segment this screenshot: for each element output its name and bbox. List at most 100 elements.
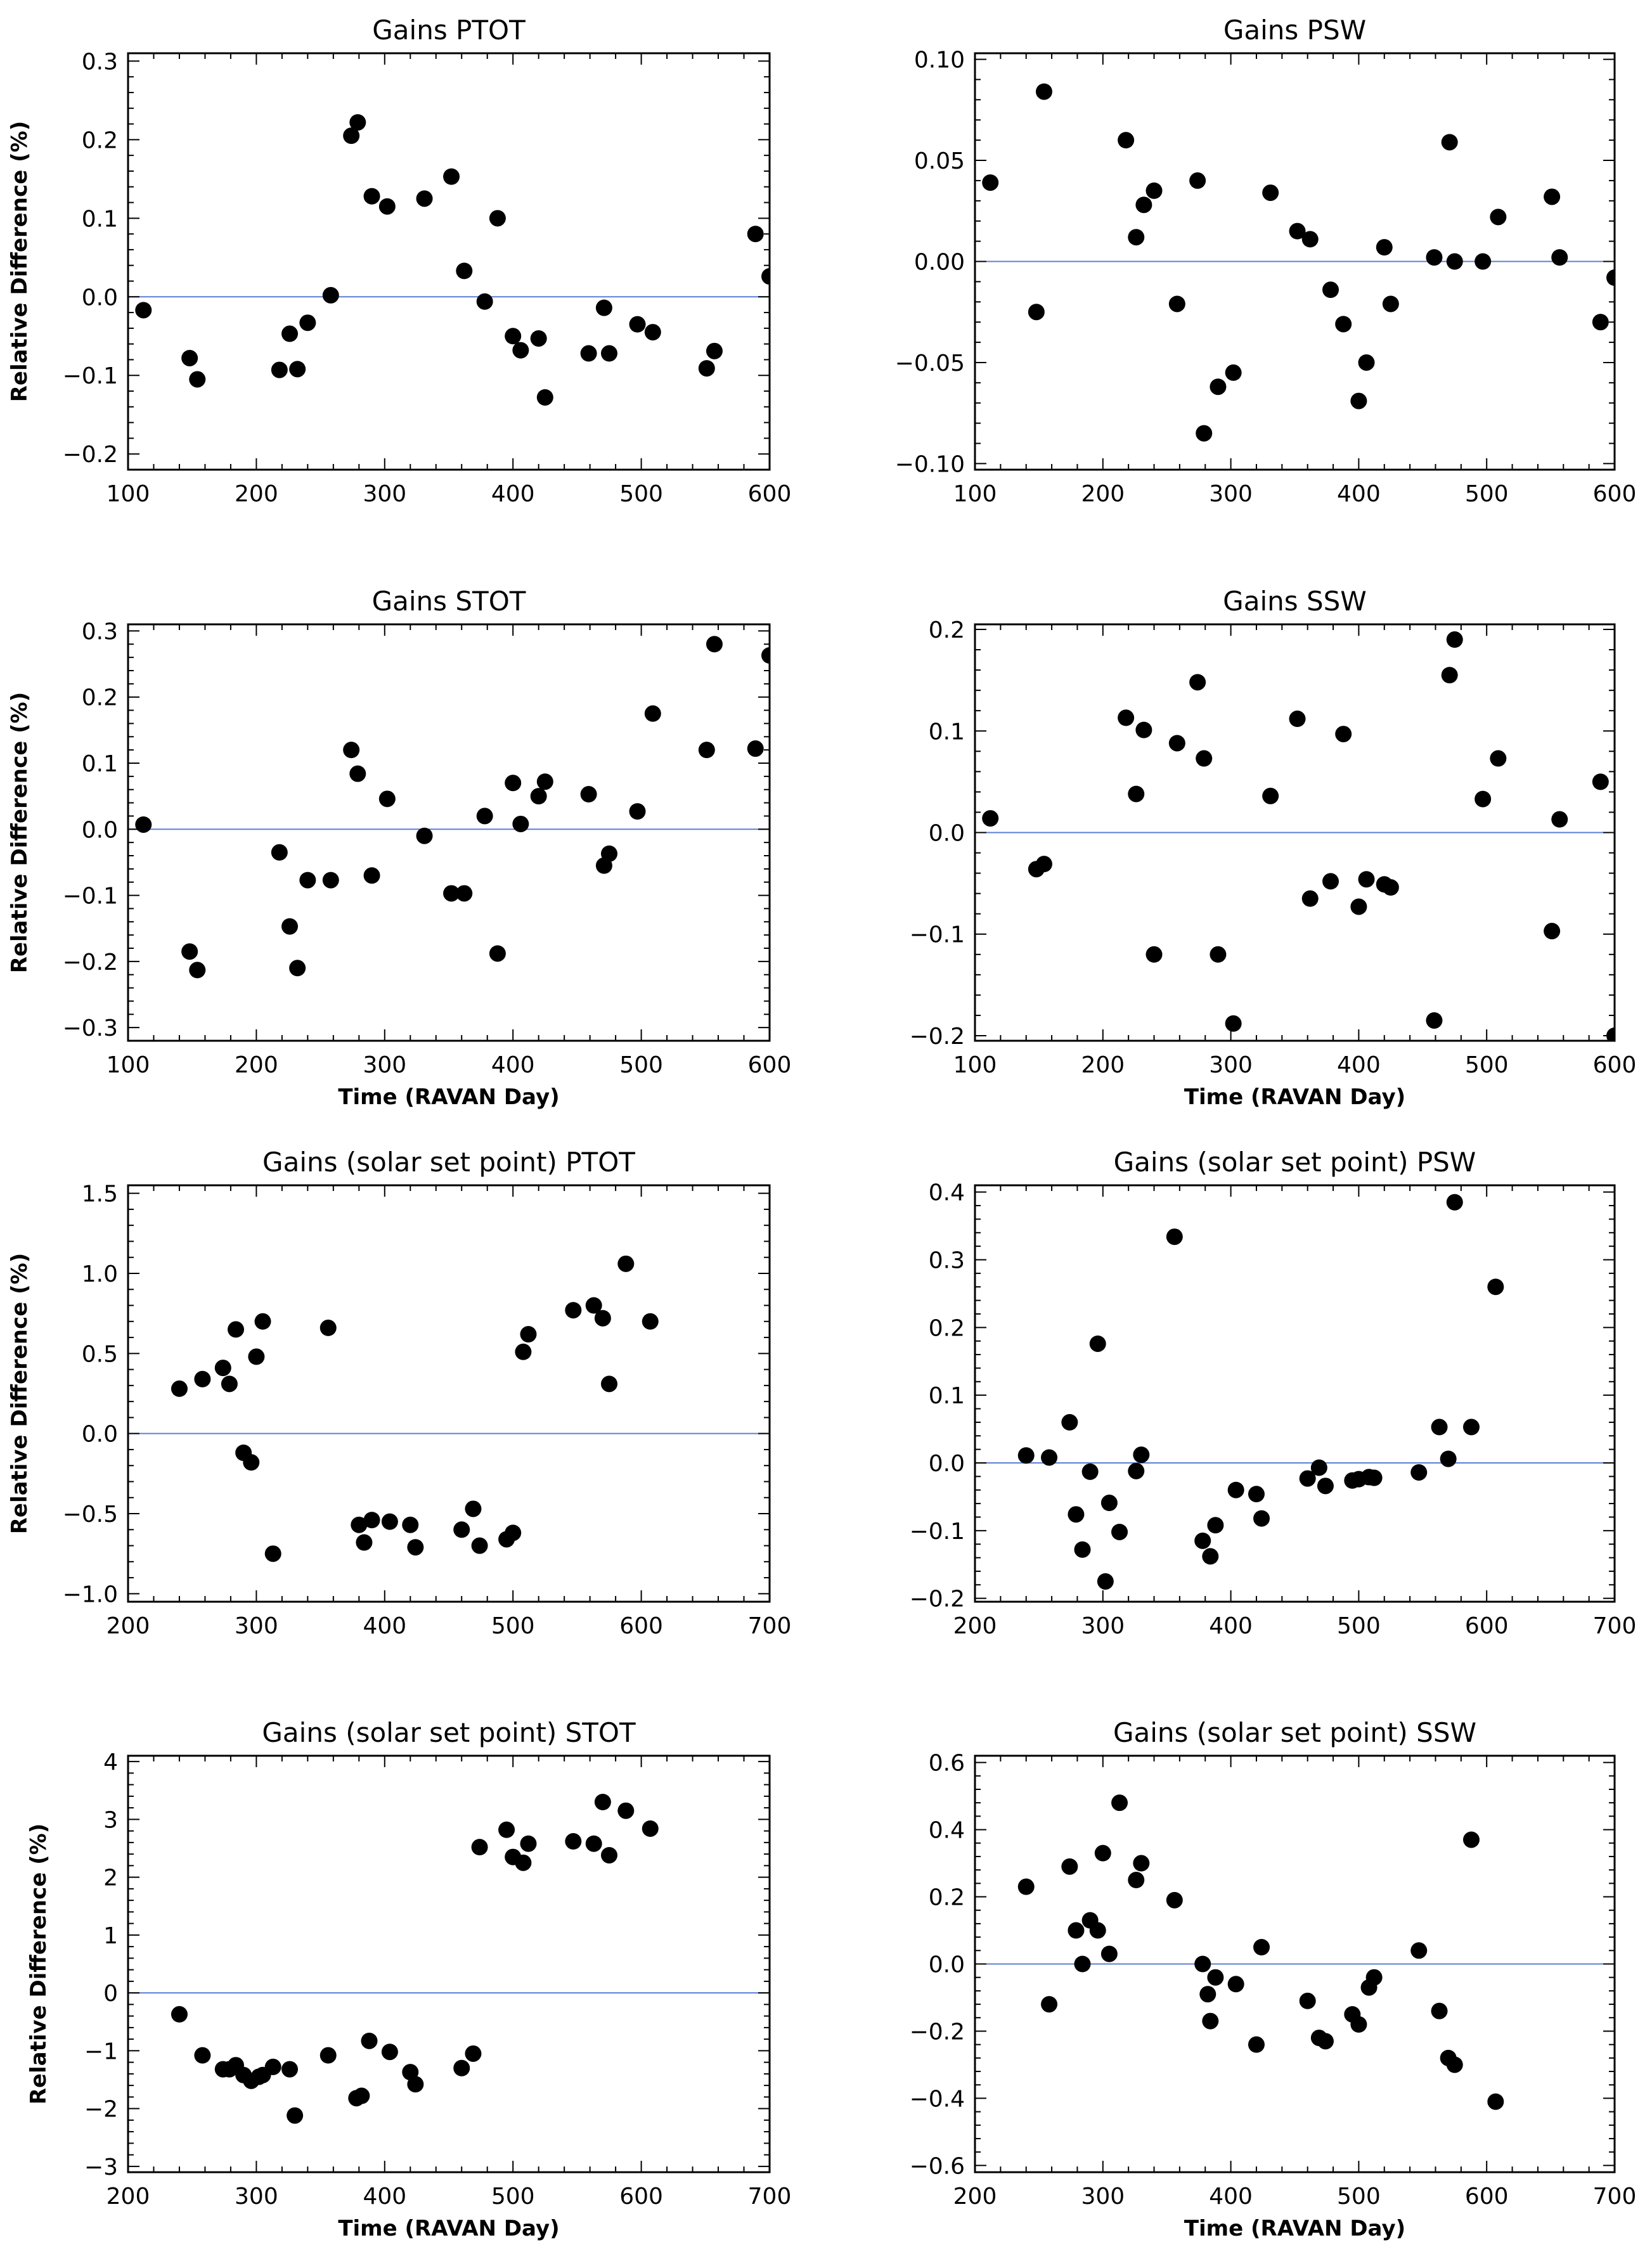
- data-points: [982, 631, 1615, 1041]
- y-tick-label: 0.2: [929, 1885, 965, 1911]
- data-point: [135, 302, 152, 319]
- data-point: [1322, 281, 1339, 299]
- chart-panel-6: Gains (solar set point) PSW 200 300 400 500 6…: [910, 1147, 1637, 1639]
- x-tick-label: 200: [1081, 1052, 1125, 1078]
- data-point: [1335, 726, 1352, 743]
- y-tick-label: 0.10: [914, 48, 965, 74]
- data-point: [1168, 295, 1185, 312]
- data-point: [595, 299, 612, 316]
- y-tick-label: 0.2: [82, 685, 118, 711]
- data-point: [1189, 674, 1206, 691]
- y-axis-label: Relative Difference (%): [7, 121, 32, 402]
- x-tick-label: 200: [106, 2184, 150, 2210]
- data-point: [1317, 1477, 1334, 1495]
- data-point: [181, 349, 198, 366]
- plot-frame: [974, 1754, 1616, 2173]
- data-point: [443, 168, 460, 185]
- y-tick-label: 0.0: [82, 817, 118, 843]
- data-point: [1194, 1532, 1211, 1549]
- data-point: [1299, 1470, 1316, 1487]
- data-point: [706, 636, 723, 653]
- data-point: [747, 740, 764, 757]
- data-point: [761, 268, 770, 285]
- data-point: [1335, 316, 1352, 333]
- x-tick-label: 300: [1209, 1052, 1253, 1078]
- data-point: [322, 286, 339, 304]
- y-axis-label: Relative Difference (%): [26, 1824, 51, 2105]
- data-point: [1365, 1969, 1383, 1986]
- data-point: [536, 773, 553, 790]
- data-point: [617, 1802, 635, 1819]
- chart-title: Gains (solar set point) STOT: [262, 1717, 636, 1748]
- data-point: [520, 1326, 537, 1343]
- data-point: [416, 827, 433, 844]
- chart-panel-8: Gains (solar set point) SSW 200 300 400 500 6…: [910, 1717, 1637, 2241]
- data-point: [1210, 378, 1227, 396]
- data-point: [530, 330, 547, 347]
- data-point: [1028, 304, 1045, 321]
- data-point: [416, 190, 433, 207]
- x-tick-label: 200: [235, 481, 278, 507]
- data-point: [1248, 1486, 1265, 1503]
- x-tick-label: 700: [1593, 2184, 1637, 2210]
- data-points: [135, 114, 770, 406]
- data-point: [456, 885, 473, 902]
- data-point: [1487, 2093, 1504, 2110]
- data-point: [264, 1545, 281, 1562]
- data-point: [381, 2044, 398, 2061]
- data-point: [465, 1500, 482, 1517]
- data-point: [319, 2047, 337, 2064]
- data-point: [1441, 134, 1458, 151]
- x-tick-label: 200: [953, 1613, 997, 1639]
- data-point: [1207, 1517, 1224, 1534]
- x-tick-label: 100: [953, 1052, 997, 1078]
- data-point: [1133, 1855, 1150, 1872]
- data-point: [761, 647, 770, 664]
- x-tick-label: 300: [1081, 1613, 1125, 1639]
- data-point: [1606, 1027, 1615, 1041]
- y-tick-label: 1.0: [82, 1261, 118, 1287]
- y-axis-label: Relative Difference (%): [7, 692, 32, 974]
- data-point: [505, 1524, 522, 1542]
- x-tick-label: 200: [106, 1613, 150, 1639]
- data-point: [1189, 172, 1206, 189]
- y-tick-label: −0.2: [910, 1587, 965, 1613]
- data-point: [580, 345, 597, 362]
- data-point: [271, 844, 288, 861]
- data-point: [1490, 750, 1507, 767]
- data-point: [1382, 879, 1399, 896]
- data-point: [1089, 1335, 1106, 1352]
- data-point: [1094, 1844, 1111, 1862]
- y-tick-label: 0.6: [929, 1751, 965, 1777]
- chart-panel-2: Gains PSW 100 200 300 400 500 600 −0.10 −0.05 0.0…: [895, 15, 1637, 507]
- data-point: [194, 1370, 211, 1387]
- data-point: [1431, 2002, 1448, 2019]
- data-point: [1289, 222, 1306, 240]
- data-point: [343, 742, 360, 759]
- x-tick-label: 500: [1337, 2184, 1381, 2210]
- y-tick-label: 0.1: [82, 206, 118, 232]
- data-point: [1118, 132, 1135, 149]
- data-point: [594, 1794, 611, 1810]
- data-point: [1544, 922, 1561, 939]
- x-tick-label: 200: [235, 1052, 278, 1078]
- data-point: [287, 2107, 304, 2124]
- y-tick-label: −0.1: [910, 1519, 965, 1545]
- data-point: [476, 808, 493, 825]
- y-tick-label: 0.2: [929, 617, 965, 643]
- data-point: [629, 316, 646, 333]
- data-point: [1081, 1463, 1099, 1480]
- data-point: [1299, 1992, 1316, 2009]
- data-point: [1166, 1891, 1183, 1909]
- data-point: [1410, 1464, 1428, 1481]
- data-point: [642, 1820, 659, 1837]
- x-tick-label: 400: [491, 481, 535, 507]
- x-tick-label: 400: [1337, 481, 1381, 507]
- data-point: [747, 226, 764, 243]
- y-tick-label: −0.1: [63, 363, 118, 389]
- data-point: [456, 262, 473, 280]
- data-point: [1446, 253, 1463, 270]
- data-point: [536, 389, 553, 406]
- chart-panel-7: Gains (solar set point) STOT 200 300 400 500…: [26, 1717, 791, 2241]
